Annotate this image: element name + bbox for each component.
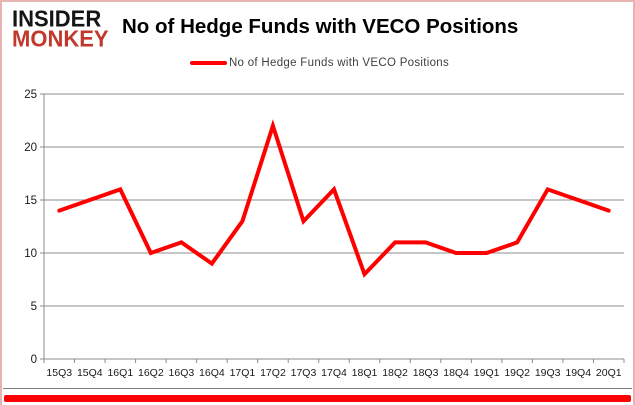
x-tick-label: 16Q3 (169, 367, 195, 379)
x-tick-label: 18Q2 (382, 367, 408, 379)
x-tick-label: 18Q3 (413, 367, 439, 379)
x-tick-label: 20Q1 (596, 367, 622, 379)
bottom-divider (3, 388, 632, 389)
x-tick-label: 19Q1 (474, 367, 500, 379)
x-tick-label: 17Q3 (291, 367, 317, 379)
y-tick-label: 15 (24, 195, 37, 207)
insider-monkey-logo: INSIDER MONKEY (12, 5, 109, 52)
x-tick-label: 15Q3 (46, 367, 72, 379)
legend: No of Hedge Funds with VECO Positions (2, 57, 633, 69)
x-tick-label: 15Q4 (77, 367, 103, 379)
x-tick-label: 17Q4 (321, 367, 347, 379)
x-tick-label: 18Q1 (352, 367, 378, 379)
logo-line-insider: INSIDER (12, 5, 102, 32)
x-tick-label: 16Q2 (138, 367, 164, 379)
x-tick-label: 16Q1 (107, 367, 133, 379)
y-tick-label: 10 (24, 248, 37, 260)
x-tick-label: 18Q4 (443, 367, 469, 379)
bottom-red-bar (4, 395, 631, 402)
data-series-line (57, 119, 611, 278)
y-tick-label: 0 (31, 354, 37, 366)
x-tick-label: 16Q4 (199, 367, 225, 379)
x-tick-label: 19Q2 (504, 367, 530, 379)
y-tick-label: 25 (24, 89, 37, 101)
x-tick-label: 19Q3 (535, 367, 561, 379)
x-tick-label: 17Q1 (230, 367, 256, 379)
x-tick-label: 17Q2 (260, 367, 286, 379)
legend-line-swatch (189, 61, 227, 65)
logo-line-monkey: MONKEY (12, 25, 109, 52)
legend-label: No of Hedge Funds with VECO Positions (228, 57, 450, 69)
x-tick-label: 19Q4 (565, 367, 591, 379)
y-tick-label: 5 (31, 301, 37, 313)
y-tick-label: 20 (24, 142, 37, 154)
chart-title: No of Hedge Funds with VECO Positions (122, 15, 519, 38)
